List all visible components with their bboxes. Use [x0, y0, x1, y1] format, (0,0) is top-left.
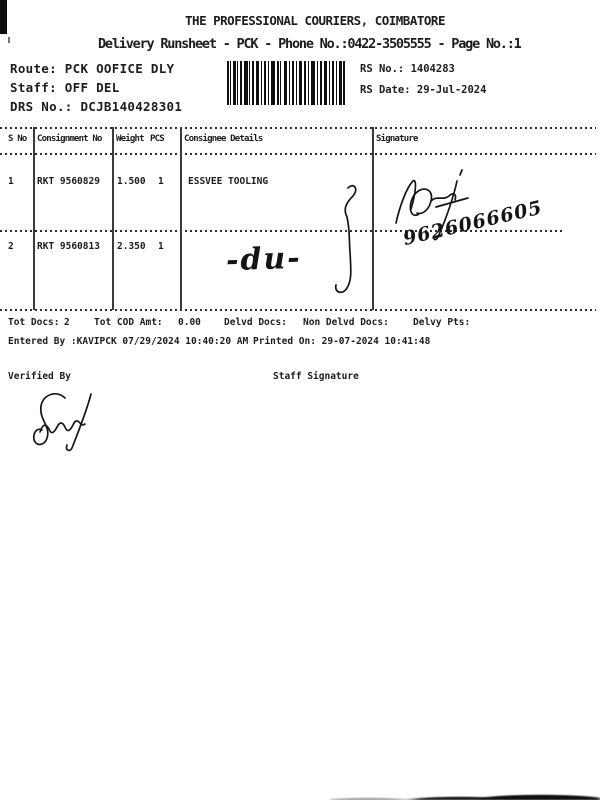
handwritten-squiggle-mark: [334, 184, 357, 294]
printed-on-text: Printed On: 29-07-2024 10:41:48: [253, 336, 431, 347]
scan-artifact-left-bar: [0, 0, 7, 34]
col-header-consignment: Consignment No: [37, 134, 102, 144]
rs-date-line: RS Date: 29-Jul-2024: [360, 84, 486, 96]
rs-no-label: RS No.:: [360, 63, 405, 75]
table-col-divider: [33, 127, 35, 310]
table-bottom-rule: [0, 309, 596, 311]
tot-cod-label: Tot COD Amt:: [94, 317, 163, 328]
cell-consignment: RKT 9560829: [37, 176, 100, 187]
consignee-signature-row1: [395, 169, 469, 241]
rs-no-line: RS No.: 1404283: [360, 63, 455, 75]
staff-line: Staff: OFF DEL: [10, 80, 120, 95]
col-header-signature: Signature: [376, 134, 418, 144]
table-header-rule: [0, 153, 596, 155]
rs-no-value: 1404283: [410, 63, 455, 75]
rs-date-value: 29-Jul-2024: [416, 84, 487, 96]
non-delvd-docs-label: Non Delvd Docs:: [303, 317, 389, 328]
cell-pcs: 1: [158, 241, 164, 252]
delvy-pts-label: Delvy Pts:: [413, 317, 471, 328]
verified-by-signature: [33, 393, 92, 452]
route-value: PCK OOFICE DLY: [64, 61, 175, 76]
rs-date-label: RS Date:: [360, 84, 411, 96]
staff-label: Staff:: [10, 80, 57, 95]
scan-speck: [497, 42, 500, 45]
cell-sno: 1: [8, 176, 14, 187]
cell-sno: 2: [8, 241, 14, 252]
cell-weight: 1.500: [117, 176, 146, 187]
scan-speck: [430, 24, 433, 27]
tot-docs-label: Tot Docs:: [8, 317, 60, 328]
table-top-rule: [0, 127, 596, 129]
col-header-weight: Weight: [116, 134, 145, 144]
col-header-sno: S No: [8, 134, 27, 144]
delvd-docs-label: Delvd Docs:: [224, 317, 287, 328]
cell-consignee: ESSVEE TOOLING: [188, 176, 269, 187]
cell-weight: 2.350: [117, 241, 146, 252]
document-title: THE PROFESSIONAL COURIERS, COIMBATORE: [185, 13, 445, 28]
route-line: Route: PCK OOFICE DLY: [10, 61, 174, 76]
staff-signature-label: Staff Signature: [273, 371, 359, 382]
document-subtitle: Delivery Runsheet - PCK - Phone No.:0422…: [98, 36, 522, 52]
cell-consignment: RKT 9560813: [37, 241, 100, 252]
staff-value: OFF DEL: [64, 80, 120, 95]
table-col-divider: [112, 127, 114, 310]
col-header-consignee: Consignee Details: [184, 134, 263, 144]
barcode-icon: [227, 61, 345, 105]
tot-cod-value: 0.00: [178, 317, 201, 328]
col-header-pcs: PCS: [150, 134, 165, 144]
scan-smudge-bottom: [330, 789, 600, 800]
entered-by-text: Entered By :KAVIPCK 07/29/2024 10:40:20 …: [8, 336, 249, 347]
handwritten-ditto-note: -du-: [225, 240, 303, 279]
table-col-divider: [372, 127, 374, 310]
table-row-separator: [0, 230, 565, 232]
verified-by-label: Verified By: [8, 371, 71, 382]
cell-pcs: 1: [158, 176, 164, 187]
table-col-divider: [180, 127, 182, 310]
route-label: Route:: [10, 61, 57, 76]
drs-no-label: DRS No.:: [10, 99, 73, 114]
drs-no-value: DCJB140428301: [80, 99, 183, 114]
scan-artifact-tick: [8, 37, 10, 43]
drs-line: DRS No.: DCJB140428301: [10, 99, 182, 114]
tot-docs-value: 2: [64, 317, 70, 328]
